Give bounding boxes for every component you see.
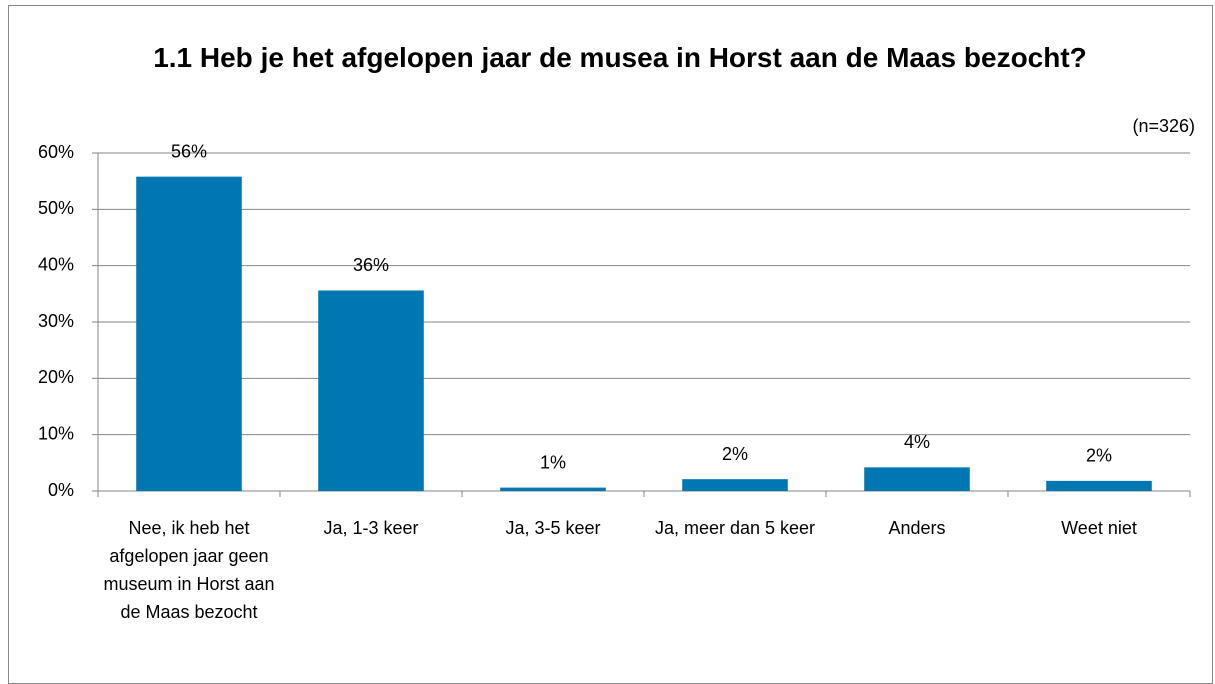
x-tick-label: Ja, meer dan 5 keer [654,518,816,538]
bar [1046,480,1152,491]
bar [136,176,242,491]
x-tick-label: Nee, ik heb het afgelopen jaar geen muse… [103,518,275,622]
data-label: 56% [171,141,207,161]
y-tick-label: 20% [38,367,74,387]
chart-subtitle: (n=326) [1132,116,1195,136]
y-tick-label: 10% [38,423,74,443]
x-tick-label: Ja, 1-3 keer [323,518,419,538]
chart-title: 1.1 Heb je het afgelopen jaar de musea i… [153,42,1087,73]
data-label: 2% [722,444,748,464]
x-tick-label: Anders [888,518,946,538]
data-label: 2% [1086,446,1112,466]
data-label: 36% [353,255,389,275]
bar [864,467,970,491]
bar [318,290,424,491]
y-tick-label: 40% [38,254,74,274]
y-tick-label: 50% [38,198,74,218]
data-label: 1% [540,452,566,472]
x-tick-label: Ja, 3-5 keer [505,518,601,538]
y-tick-label: 30% [38,311,74,331]
y-tick-label: 60% [38,142,74,162]
bar [500,487,606,491]
bar [682,479,788,491]
y-tick-label: 0% [48,480,74,500]
data-label: 4% [904,432,930,452]
x-tick-label: Weet niet [1061,518,1137,538]
